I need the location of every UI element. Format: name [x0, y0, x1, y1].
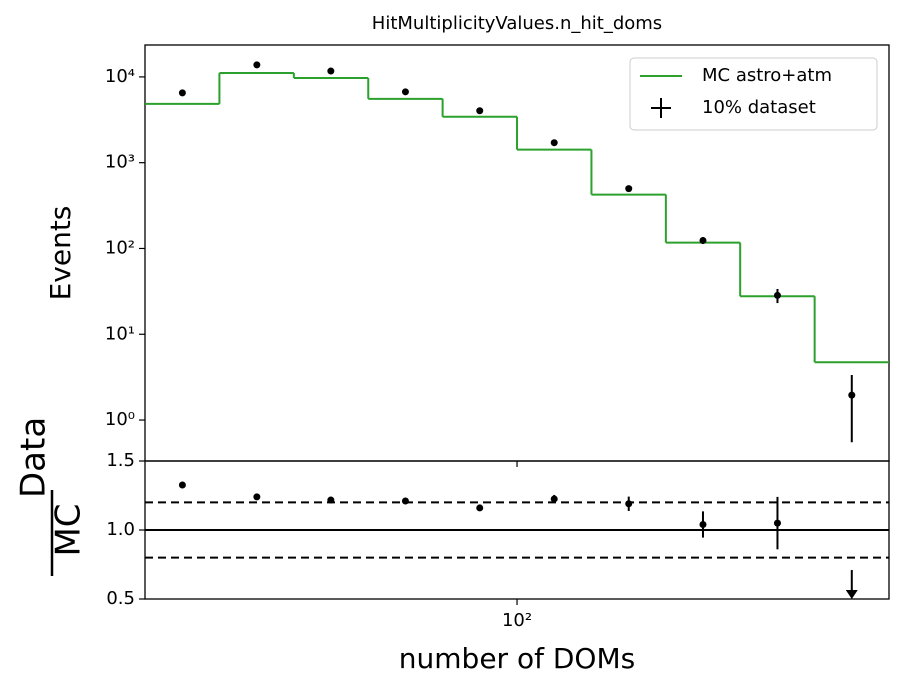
ratio-point	[773, 519, 781, 527]
data-point	[550, 139, 558, 147]
data-point	[253, 61, 261, 69]
data-point	[848, 391, 856, 399]
ratio-point	[699, 520, 707, 528]
ratio-point	[178, 481, 186, 489]
y-tick-label: 10⁰	[105, 409, 135, 430]
data-point	[178, 89, 186, 97]
legend-label: 10% dataset	[702, 97, 816, 118]
legend-label: MC astro+atm	[702, 65, 832, 86]
y-tick-label: 1.0	[106, 519, 135, 540]
data-point	[327, 67, 335, 75]
y-tick-label: 1.5	[106, 450, 135, 471]
chart-title: HitMultiplicityValues.n_hit_doms	[372, 13, 662, 34]
ratio-point	[625, 500, 633, 508]
ratio-point	[327, 496, 335, 504]
data-point	[401, 88, 409, 96]
data-point	[699, 236, 707, 244]
ratio-point	[253, 493, 261, 501]
y-tick-label: 0.5	[106, 588, 135, 609]
data-point	[476, 107, 484, 115]
ratio-numerator: Data	[14, 417, 54, 498]
ratio-point	[550, 495, 558, 503]
legend-box	[629, 57, 878, 131]
ratio-point	[401, 497, 409, 505]
ratio-point	[476, 504, 484, 512]
y-tick-label: 10³	[105, 152, 135, 173]
y-tick-label: 10⁴	[105, 66, 135, 87]
y-axis-label: Events	[44, 206, 77, 301]
y-tick-label: 10¹	[105, 323, 135, 344]
y-tick-label: 10²	[105, 237, 135, 258]
x-axis-label: number of DOMs	[399, 642, 635, 675]
x-tick-label: 10²	[502, 610, 532, 631]
data-point	[625, 185, 633, 193]
ratio-denominator: MC	[49, 503, 89, 556]
data-point	[773, 291, 781, 299]
arrow-head	[845, 590, 858, 599]
